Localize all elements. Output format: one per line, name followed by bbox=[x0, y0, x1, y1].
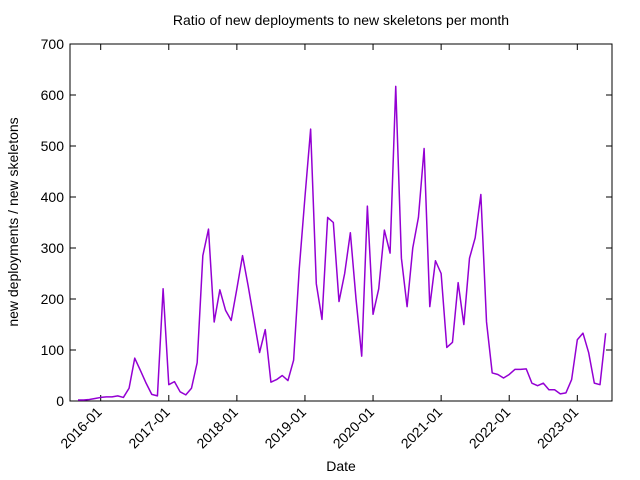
data-line bbox=[78, 85, 607, 401]
x-tick-label: 2021-01 bbox=[398, 404, 446, 452]
y-tick-label: 100 bbox=[41, 342, 65, 358]
x-tick-label: 2017-01 bbox=[125, 404, 173, 452]
plot-border bbox=[69, 43, 613, 402]
x-tick-label: 2018-01 bbox=[193, 404, 241, 452]
x-tick-label: 2023-01 bbox=[534, 404, 582, 452]
y-axis-label: new deployments / new skeletons bbox=[5, 117, 21, 326]
y-tick-label: 500 bbox=[41, 138, 65, 154]
y-tick-label: 0 bbox=[56, 393, 64, 409]
y-tick-label: 700 bbox=[41, 36, 65, 52]
x-tick-label: 2016-01 bbox=[57, 404, 105, 452]
y-tick-label: 200 bbox=[41, 291, 65, 307]
y-tick-label: 400 bbox=[41, 189, 65, 205]
x-tick-label: 2022-01 bbox=[466, 404, 514, 452]
x-tick-label: 2019-01 bbox=[261, 404, 309, 452]
y-tick-label: 300 bbox=[41, 240, 65, 256]
chart-title: Ratio of new deployments to new skeleton… bbox=[173, 12, 509, 28]
y-tick-label: 600 bbox=[41, 87, 65, 103]
x-tick-label: 2020-01 bbox=[330, 404, 378, 452]
x-axis-label: Date bbox=[326, 458, 356, 474]
